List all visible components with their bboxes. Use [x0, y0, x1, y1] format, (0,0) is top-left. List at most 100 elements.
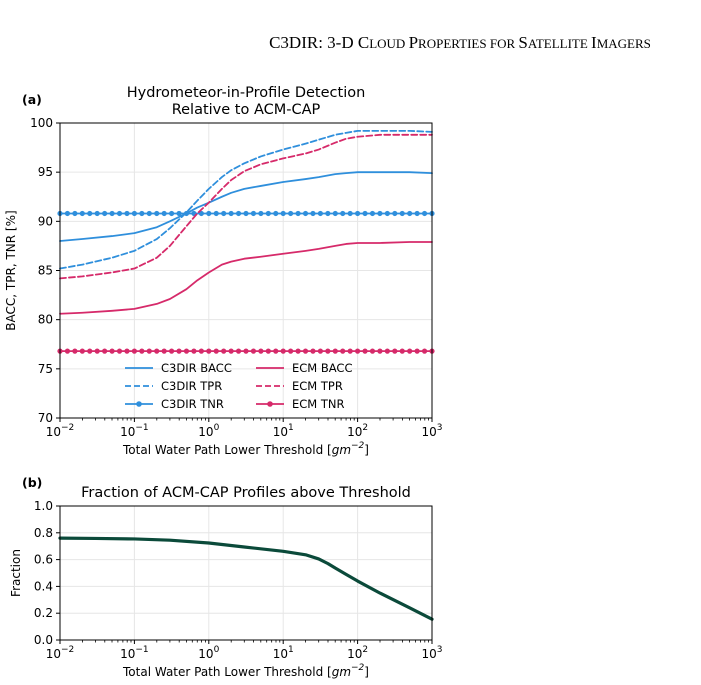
series-marker-c3dir-tnr [347, 210, 353, 217]
series-marker-ecm-tnr [228, 348, 234, 354]
series-marker-c3dir-tnr [139, 210, 145, 217]
series-marker-ecm-tnr [191, 348, 197, 354]
series-marker-c3dir-tnr [154, 210, 160, 217]
x-tick-label: 103 [421, 423, 442, 439]
series-marker-c3dir-tnr [317, 210, 323, 217]
series-marker-ecm-tnr [273, 348, 279, 354]
x-axis-label: Total Water Path Lower Threshold [gm−2] [122, 441, 369, 457]
series-marker-c3dir-tnr [183, 210, 190, 217]
x-tick-label: 100 [198, 423, 219, 439]
series-marker-c3dir-tnr [280, 210, 286, 217]
series-marker-c3dir-tnr [325, 210, 331, 217]
series-marker-c3dir-tnr [310, 210, 316, 217]
series-marker-c3dir-tnr [198, 210, 204, 217]
x-tick-label: 10−1 [120, 645, 149, 661]
x-tick-label: 101 [273, 423, 294, 439]
series-marker-ecm-tnr [206, 348, 212, 354]
series-marker-c3dir-tnr [79, 210, 85, 217]
panel-a: 10−2 10−1 100 101 102 103 70 75 80 85 90 95 100 Hydro… [4, 85, 443, 457]
y-tick-label: 0.4 [34, 579, 53, 593]
series-marker-c3dir-tnr [302, 210, 309, 217]
series-line-ecm-tpr [59, 133, 433, 280]
series-marker-ecm-tnr [332, 348, 338, 354]
series-marker-ecm-tnr [109, 348, 115, 354]
series-marker-ecm-tnr [399, 348, 405, 354]
series-line-ecm-bacc [59, 241, 433, 315]
series-marker-ecm-tnr [362, 348, 368, 354]
series-marker-ecm-tnr [243, 348, 249, 354]
legend-label-c3dir-bacc: C3DIR BACC [161, 361, 232, 375]
series-marker-ecm-tnr [64, 348, 71, 354]
y-tick-label: 95 [38, 165, 53, 179]
series-marker-c3dir-tnr [340, 210, 346, 217]
y-tick-label: 85 [38, 264, 53, 278]
series-marker-ecm-tnr [169, 348, 175, 354]
series-marker-c3dir-tnr [228, 210, 234, 217]
series-marker-ecm-tnr [139, 348, 145, 354]
plot-frame [59, 505, 433, 641]
series-marker-ecm-tnr [392, 348, 398, 354]
series-marker-c3dir-tnr [72, 210, 78, 217]
series-marker-ecm-tnr [250, 348, 257, 354]
series-marker-ecm-tnr [295, 348, 301, 354]
series-marker-c3dir-tnr [355, 210, 361, 217]
series-marker-ecm-tnr [258, 348, 264, 354]
series-marker-ecm-tnr [146, 348, 152, 354]
series-marker-c3dir-tnr [265, 210, 271, 217]
y-tick-label: 100 [30, 116, 53, 130]
series-marker-c3dir-tnr [161, 210, 167, 217]
series-marker-ecm-tnr [79, 348, 85, 354]
page-header: C3DIR: 3-D CLOUD PROPERTIES FOR SATELLIT… [269, 33, 651, 52]
series-marker-c3dir-tnr [243, 210, 249, 217]
series-marker-c3dir-tnr [258, 210, 264, 217]
series-marker-ecm-tnr [302, 348, 309, 354]
series-marker-c3dir-tnr [146, 210, 152, 217]
series-marker-c3dir-tnr [169, 210, 175, 217]
legend: C3DIR BACC C3DIR TPR C3DIR TNR ECM BACC ECM … [125, 361, 353, 411]
x-tick-label: 101 [273, 645, 294, 661]
chart-title: Hydrometeor-in-Profile Detection [127, 85, 366, 101]
series-marker-c3dir-tnr [295, 210, 301, 217]
series-marker-ecm-tnr [87, 348, 93, 354]
series-marker-ecm-tnr [221, 348, 227, 354]
y-axis-label: BACC, TPR, TNR [%] [4, 210, 18, 330]
series-marker-c3dir-tnr [362, 210, 368, 217]
plot-frame [59, 122, 433, 419]
series-marker-c3dir-tnr [109, 210, 115, 217]
series-marker-ecm-tnr [183, 348, 190, 354]
y-tick-label: 1.0 [34, 499, 53, 513]
series-marker-c3dir-tnr [421, 210, 428, 217]
series-marker-ecm-tnr [213, 348, 219, 354]
series-marker-ecm-tnr [161, 348, 167, 354]
chart-title: Fraction of ACM-CAP Profiles above Thres… [81, 485, 411, 501]
series-marker-ecm-tnr [317, 348, 323, 354]
y-tick-label: 80 [38, 313, 53, 327]
series-line-c3dir-tpr [59, 129, 433, 270]
series-marker-ecm-tnr [116, 348, 123, 354]
series-marker-ecm-tnr [154, 348, 160, 354]
legend-label-ecm-bacc: ECM BACC [292, 361, 353, 375]
series-marker-ecm-tnr [265, 348, 271, 354]
series-marker-c3dir-tnr [221, 210, 227, 217]
series-marker-ecm-tnr [377, 348, 383, 354]
x-tick-label: 102 [347, 645, 368, 661]
series-marker-ecm-tnr [288, 348, 294, 354]
series-marker-c3dir-tnr [377, 210, 383, 217]
series-line-c3dir-bacc [59, 171, 433, 242]
series-marker-c3dir-tnr [273, 210, 279, 217]
x-tick-label: 100 [198, 645, 219, 661]
legend-marker-c3dir-tnr [136, 401, 142, 407]
y-axis-label: Fraction [9, 549, 23, 597]
series-marker-c3dir-tnr [384, 210, 390, 217]
series-marker-c3dir-tnr [87, 210, 93, 217]
panel-label: (b) [22, 475, 42, 490]
y-tick-label: 90 [38, 214, 53, 228]
x-tick-label: 10−2 [46, 645, 75, 661]
legend-label-ecm-tnr: ECM TNR [292, 397, 345, 411]
series-marker-ecm-tnr [369, 348, 376, 354]
y-tick-label: 0.6 [34, 553, 53, 567]
series-marker-c3dir-tnr [407, 210, 413, 217]
series-marker-c3dir-tnr [369, 210, 376, 217]
x-tick-label: 10−1 [120, 423, 149, 439]
series-marker-c3dir-tnr [213, 210, 219, 217]
